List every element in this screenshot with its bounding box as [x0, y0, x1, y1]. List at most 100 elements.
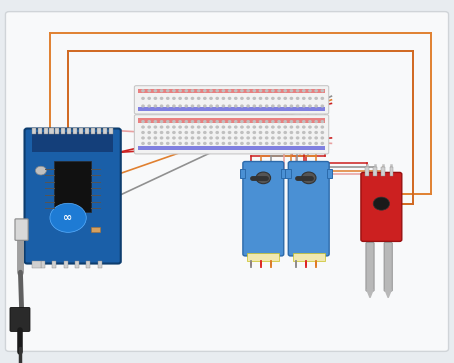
- Bar: [49, 128, 54, 134]
- Bar: [32, 261, 41, 268]
- Circle shape: [179, 90, 181, 92]
- Circle shape: [241, 126, 243, 128]
- Circle shape: [148, 90, 150, 92]
- Circle shape: [309, 121, 311, 122]
- Circle shape: [210, 142, 212, 144]
- Circle shape: [179, 121, 181, 122]
- Circle shape: [256, 172, 271, 184]
- Circle shape: [278, 90, 280, 92]
- Circle shape: [167, 97, 169, 99]
- Circle shape: [303, 105, 305, 107]
- Circle shape: [247, 90, 249, 92]
- Circle shape: [216, 97, 218, 99]
- Circle shape: [272, 126, 274, 128]
- Circle shape: [167, 142, 169, 144]
- Circle shape: [241, 97, 243, 99]
- Bar: [97, 128, 101, 134]
- Circle shape: [253, 142, 256, 144]
- Circle shape: [272, 105, 274, 107]
- Circle shape: [142, 121, 144, 122]
- Circle shape: [216, 126, 218, 128]
- Circle shape: [272, 121, 274, 122]
- Circle shape: [210, 97, 212, 99]
- Circle shape: [160, 90, 163, 92]
- Circle shape: [315, 126, 317, 128]
- Circle shape: [296, 121, 299, 122]
- Circle shape: [315, 121, 317, 122]
- Circle shape: [296, 105, 299, 107]
- Circle shape: [197, 90, 200, 92]
- Circle shape: [216, 142, 218, 144]
- Circle shape: [210, 126, 212, 128]
- Circle shape: [259, 97, 262, 99]
- Circle shape: [321, 97, 323, 99]
- Circle shape: [253, 131, 256, 133]
- Bar: [293, 253, 325, 261]
- Bar: [86, 261, 90, 268]
- FancyBboxPatch shape: [134, 115, 329, 154]
- Circle shape: [278, 97, 280, 99]
- Circle shape: [266, 121, 268, 122]
- Circle shape: [278, 105, 280, 107]
- Circle shape: [222, 142, 225, 144]
- Bar: [44, 128, 48, 134]
- Circle shape: [179, 137, 181, 139]
- Circle shape: [191, 121, 193, 122]
- Circle shape: [321, 131, 323, 133]
- Circle shape: [247, 131, 249, 133]
- Circle shape: [228, 131, 231, 133]
- Circle shape: [204, 90, 206, 92]
- Bar: [390, 167, 393, 176]
- Circle shape: [235, 142, 237, 144]
- Circle shape: [259, 142, 262, 144]
- Circle shape: [179, 105, 181, 107]
- Circle shape: [290, 126, 292, 128]
- Circle shape: [278, 131, 280, 133]
- Circle shape: [148, 97, 150, 99]
- Circle shape: [290, 137, 292, 139]
- Bar: [247, 253, 279, 261]
- Circle shape: [284, 126, 286, 128]
- Circle shape: [235, 105, 237, 107]
- FancyBboxPatch shape: [25, 129, 121, 264]
- Circle shape: [247, 142, 249, 144]
- Circle shape: [284, 137, 286, 139]
- Circle shape: [284, 105, 286, 107]
- Bar: [64, 261, 68, 268]
- Circle shape: [235, 126, 237, 128]
- Circle shape: [278, 121, 280, 122]
- Circle shape: [241, 142, 243, 144]
- Circle shape: [247, 105, 249, 107]
- Circle shape: [142, 131, 144, 133]
- Circle shape: [142, 97, 144, 99]
- Circle shape: [167, 90, 169, 92]
- Circle shape: [204, 142, 206, 144]
- Circle shape: [142, 90, 144, 92]
- Bar: [365, 167, 369, 176]
- Circle shape: [278, 126, 280, 128]
- Circle shape: [173, 131, 175, 133]
- Circle shape: [148, 105, 150, 107]
- Circle shape: [173, 121, 175, 122]
- Circle shape: [191, 131, 193, 133]
- Circle shape: [148, 126, 150, 128]
- Circle shape: [185, 121, 188, 122]
- Circle shape: [228, 126, 231, 128]
- Circle shape: [191, 97, 193, 99]
- Circle shape: [197, 137, 200, 139]
- Circle shape: [290, 97, 292, 99]
- Circle shape: [179, 126, 181, 128]
- Circle shape: [160, 105, 163, 107]
- Bar: [52, 261, 56, 268]
- Circle shape: [315, 105, 317, 107]
- Bar: [138, 146, 325, 150]
- Circle shape: [309, 137, 311, 139]
- Circle shape: [191, 105, 193, 107]
- Circle shape: [315, 90, 317, 92]
- Circle shape: [142, 142, 144, 144]
- Circle shape: [148, 131, 150, 133]
- Circle shape: [266, 131, 268, 133]
- Circle shape: [197, 126, 200, 128]
- Circle shape: [197, 142, 200, 144]
- Circle shape: [154, 90, 157, 92]
